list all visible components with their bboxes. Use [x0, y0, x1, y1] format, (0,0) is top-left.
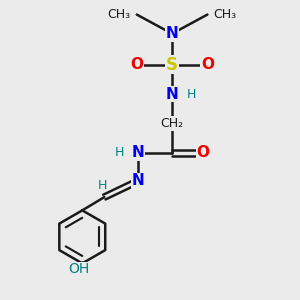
Text: O: O: [130, 57, 143, 72]
Text: H: H: [187, 88, 196, 100]
Text: O: O: [196, 146, 209, 160]
Text: O: O: [201, 57, 214, 72]
Text: CH₃: CH₃: [213, 8, 236, 21]
Text: CH₂: CH₂: [160, 117, 184, 130]
Text: N: N: [132, 173, 145, 188]
Text: S: S: [166, 56, 178, 74]
Text: H: H: [114, 146, 124, 159]
Text: OH: OH: [69, 262, 90, 276]
Text: CH₃: CH₃: [108, 8, 131, 21]
Text: N: N: [132, 146, 145, 160]
Text: H: H: [98, 179, 108, 192]
Text: N: N: [166, 26, 178, 41]
Text: N: N: [166, 87, 178, 102]
